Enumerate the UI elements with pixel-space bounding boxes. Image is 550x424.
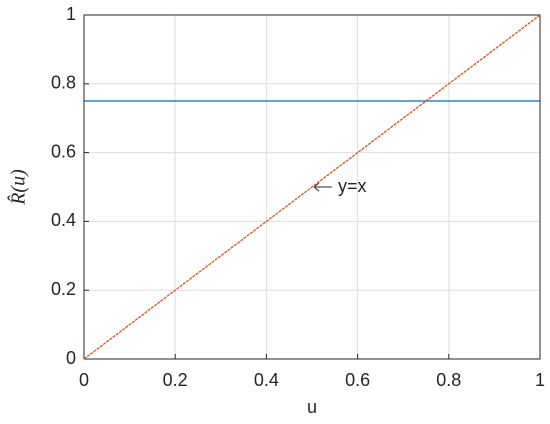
x-tick-label: 0: [79, 370, 89, 390]
x-tick-label: 0.6: [345, 370, 370, 390]
x-axis-label: u: [307, 397, 317, 417]
y-tick-label: 1: [66, 4, 76, 24]
x-tick-label: 0.8: [436, 370, 461, 390]
x-tick-label: 0.2: [163, 370, 188, 390]
y-tick-label: 0: [66, 348, 76, 368]
y-tick-label: 0.6: [51, 141, 76, 161]
y-axis-label: R̂(u): [6, 169, 29, 206]
series-line: [83, 14, 541, 360]
annotation-arrow: [313, 182, 332, 192]
y-tick-label: 0.8: [51, 73, 76, 93]
x-tick-label: 1: [535, 370, 545, 390]
y-tick-label: 0.4: [51, 210, 76, 230]
x-tick-label: 0.4: [254, 370, 279, 390]
y-tick-label: 0.2: [51, 279, 76, 299]
annotation-text: y=x: [338, 176, 367, 196]
axes-box: [83, 14, 541, 360]
